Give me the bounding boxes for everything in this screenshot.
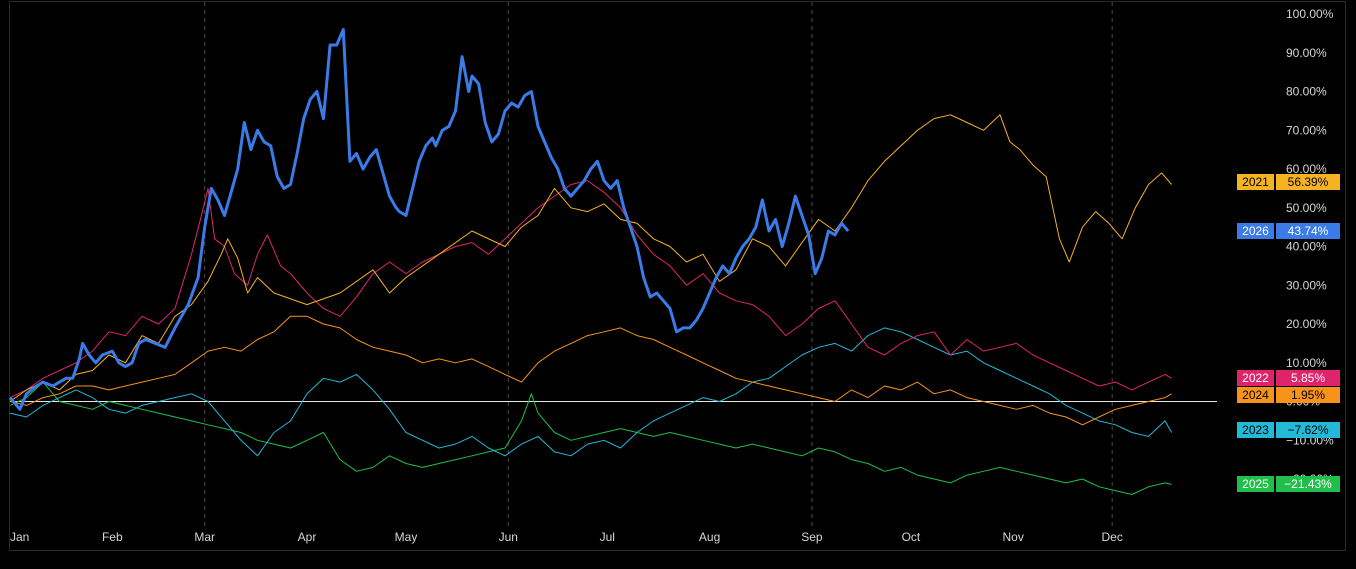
x-tick-label: Feb — [102, 530, 123, 544]
badge-year-label: 2024 — [1242, 388, 1269, 402]
badge-value-bg — [1276, 370, 1340, 386]
badge-year-bg — [1237, 387, 1274, 403]
x-tick-label: Jul — [600, 530, 615, 544]
grid-layer — [204, 2, 1113, 528]
series-line-2026 — [8, 28, 850, 411]
y-axis: 100.00% 90.00% 80.00% 70.00% 60.00% 50.00% 40.… — [1286, 7, 1334, 486]
badge-year-bg — [1237, 370, 1274, 386]
x-tick-label: Sep — [801, 530, 823, 544]
badge-value-bg — [1276, 387, 1340, 403]
badge-value-label: −21.43% — [1284, 477, 1332, 491]
badge-year-label: 2023 — [1242, 423, 1269, 437]
badge-year-bg — [1237, 223, 1274, 239]
series-line-2021 — [9, 114, 1172, 402]
series-line-2025 — [9, 381, 1172, 495]
y-tick-label: 80.00% — [1286, 85, 1327, 99]
last-value-badges: 2021 56.39%2026 43.74%2022 5.85%2024 1.95%20… — [1237, 174, 1340, 492]
series-line-2022 — [9, 180, 1172, 399]
x-tick-label: Aug — [699, 530, 720, 544]
badge-2026: 2026 43.74% — [1237, 223, 1340, 239]
y-tick-label: 90.00% — [1286, 46, 1327, 60]
badge-2025: 2025 −21.43% — [1237, 476, 1340, 492]
badge-value-label: 56.39% — [1288, 175, 1329, 189]
y-tick-label: 40.00% — [1286, 240, 1327, 254]
x-tick-label: May — [395, 530, 418, 544]
badge-value-bg — [1276, 476, 1340, 492]
badge-value-bg — [1276, 174, 1340, 190]
badge-value-label: 1.95% — [1291, 388, 1325, 402]
x-tick-label: Apr — [298, 530, 317, 544]
x-tick-label: Jun — [499, 530, 518, 544]
y-tick-label: 50.00% — [1286, 201, 1327, 215]
badge-year-bg — [1237, 476, 1274, 492]
x-tick-label: Nov — [1003, 530, 1024, 544]
badge-year-label: 2026 — [1242, 224, 1269, 238]
y-tick-label: 70.00% — [1286, 123, 1327, 137]
y-tick-label: 30.00% — [1286, 278, 1327, 292]
badge-year-label: 2022 — [1242, 371, 1269, 385]
chart-border — [9, 1, 1346, 551]
badge-2022: 2022 5.85% — [1237, 370, 1340, 386]
badge-value-bg — [1276, 422, 1340, 438]
series-layer — [8, 28, 1173, 495]
x-tick-label: Jan — [10, 530, 29, 544]
badge-value-bg — [1276, 223, 1340, 239]
y-tick-label: 20.00% — [1286, 317, 1327, 331]
x-axis: Jan Feb Mar Apr May Jun Jul Aug Sep Oct Nov Dec — [10, 530, 1123, 544]
badge-value-label: 43.74% — [1288, 224, 1329, 238]
x-tick-label: Oct — [902, 530, 921, 544]
badge-2024: 2024 1.95% — [1237, 387, 1340, 403]
badge-year-bg — [1237, 422, 1274, 438]
y-tick-label: 100.00% — [1286, 7, 1334, 21]
badge-value-label: −7.62% — [1287, 423, 1328, 437]
series-line-2023 — [9, 327, 1173, 457]
badge-year-label: 2025 — [1242, 477, 1269, 491]
badge-year-bg — [1237, 174, 1274, 190]
badge-value-label: 5.85% — [1291, 371, 1325, 385]
x-tick-label: Mar — [194, 530, 215, 544]
badge-2023: 2023 −7.62% — [1237, 422, 1340, 438]
y-tick-label: 60.00% — [1286, 162, 1327, 176]
badge-year-label: 2021 — [1242, 175, 1269, 189]
series-line-2024 — [9, 315, 1172, 426]
x-tick-label: Dec — [1102, 530, 1123, 544]
y-tick-label: 10.00% — [1286, 356, 1327, 370]
badge-2021: 2021 56.39% — [1237, 174, 1340, 190]
